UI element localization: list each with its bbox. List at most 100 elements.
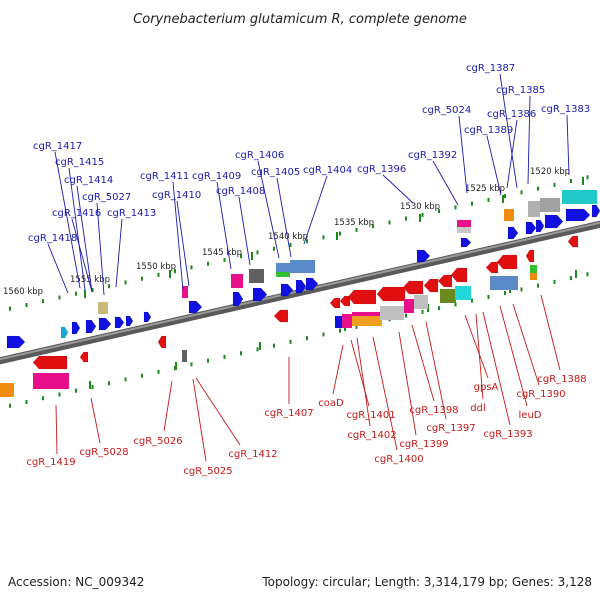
forward-gene-label[interactable]: cgR_1404 xyxy=(303,165,352,176)
reverse-gene-block[interactable] xyxy=(440,289,456,303)
forward-gene-arrow[interactable] xyxy=(6,335,26,349)
reverse-gene-arrow[interactable] xyxy=(273,309,289,323)
forward-gene-label[interactable]: cgR_1416 xyxy=(52,208,101,219)
reverse-gene-label[interactable]: cgR_1402 xyxy=(347,430,396,441)
forward-gene-arrow[interactable] xyxy=(125,315,134,327)
reverse-gene-label[interactable]: cgR_5025 xyxy=(183,466,232,477)
reverse-gene-block[interactable] xyxy=(404,299,414,313)
forward-gene-arrow[interactable] xyxy=(544,214,564,229)
forward-gene-arrow[interactable] xyxy=(416,249,431,263)
reverse-gene-block[interactable] xyxy=(352,316,382,326)
forward-gene-label[interactable]: cgR_1415 xyxy=(55,157,104,168)
reverse-gene-block[interactable] xyxy=(414,295,428,309)
reverse-gene-label[interactable]: cgR_1397 xyxy=(426,423,475,434)
forward-gene-label[interactable]: cgR_1392 xyxy=(408,150,457,161)
forward-gene-arrow[interactable] xyxy=(591,204,600,218)
forward-gene-block[interactable] xyxy=(98,302,108,314)
reverse-gene-block[interactable] xyxy=(33,373,69,389)
reverse-gene-label[interactable]: cgR_1388 xyxy=(537,374,586,385)
forward-gene-arrow[interactable] xyxy=(98,317,112,331)
reverse-gene-label[interactable]: cgR_1398 xyxy=(409,405,458,416)
reverse-gene-block[interactable] xyxy=(380,306,404,320)
reverse-gene-label[interactable]: cgR_1419 xyxy=(26,457,75,468)
reverse-gene-arrow[interactable] xyxy=(402,280,424,295)
reverse-gene-label[interactable]: cgR_1407 xyxy=(264,408,313,419)
reverse-gene-arrow[interactable] xyxy=(567,235,579,248)
forward-gene-arrow[interactable] xyxy=(71,321,81,335)
forward-gene-label[interactable]: cgR_5027 xyxy=(82,192,131,203)
reverse-gene-label[interactable]: ddl xyxy=(470,403,485,414)
forward-gene-block[interactable] xyxy=(562,190,597,204)
forward-gene-block[interactable] xyxy=(504,209,514,221)
forward-gene-block[interactable] xyxy=(249,269,264,283)
forward-gene-arrow[interactable] xyxy=(188,300,203,314)
forward-gene-label[interactable]: cgR_1414 xyxy=(64,175,113,186)
reverse-gene-label[interactable]: gpsA xyxy=(474,382,499,393)
forward-gene-label[interactable]: cgR_1389 xyxy=(464,125,513,136)
forward-gene-label[interactable]: cgR_1418 xyxy=(28,233,77,244)
reverse-gene-arrow[interactable] xyxy=(437,274,453,288)
forward-gene-label[interactable]: cgR_1408 xyxy=(216,186,265,197)
forward-gene-arrow[interactable] xyxy=(507,226,519,240)
forward-gene-arrow[interactable] xyxy=(295,279,307,294)
forward-gene-arrow[interactable] xyxy=(460,237,472,248)
reverse-gene-label[interactable]: cgR_1399 xyxy=(399,439,448,450)
forward-gene-arrow[interactable] xyxy=(114,316,125,329)
reverse-gene-label[interactable]: cgR_5028 xyxy=(79,447,128,458)
forward-gene-arrow[interactable] xyxy=(525,221,537,235)
reverse-gene-block[interactable] xyxy=(530,265,537,273)
forward-gene-block[interactable] xyxy=(457,227,471,233)
reverse-gene-arrow[interactable] xyxy=(450,267,468,283)
reverse-gene-label[interactable]: cgR_1401 xyxy=(346,410,395,421)
forward-gene-label[interactable]: cgR_1386 xyxy=(487,109,536,120)
reverse-gene-arrow[interactable] xyxy=(347,289,377,305)
forward-gene-arrow[interactable] xyxy=(232,291,244,307)
forward-gene-arrow[interactable] xyxy=(535,219,545,233)
forward-gene-label[interactable]: cgR_1387 xyxy=(466,63,515,74)
reverse-gene-arrow[interactable] xyxy=(32,355,68,370)
forward-gene-label[interactable]: cgR_1417 xyxy=(33,141,82,152)
forward-gene-block[interactable] xyxy=(540,198,560,212)
forward-gene-arrow[interactable] xyxy=(252,287,268,302)
reverse-gene-arrow[interactable] xyxy=(423,278,439,293)
reverse-gene-block[interactable] xyxy=(530,273,537,280)
reverse-gene-arrow[interactable] xyxy=(157,335,167,349)
reverse-gene-arrow[interactable] xyxy=(485,261,499,274)
forward-gene-label[interactable]: cgR_1396 xyxy=(357,164,406,175)
forward-gene-arrow[interactable] xyxy=(565,208,591,222)
forward-gene-block[interactable] xyxy=(290,260,315,273)
reverse-gene-label[interactable]: cgR_1393 xyxy=(483,429,532,440)
forward-gene-label[interactable]: cgR_1405 xyxy=(251,167,300,178)
reverse-gene-arrow[interactable] xyxy=(329,297,341,309)
reverse-gene-arrow[interactable] xyxy=(525,249,535,263)
reverse-gene-block[interactable] xyxy=(490,276,518,290)
forward-gene-block[interactable] xyxy=(276,263,290,272)
forward-gene-label[interactable]: cgR_1406 xyxy=(235,150,284,161)
reverse-gene-block[interactable] xyxy=(342,314,352,328)
reverse-gene-block[interactable] xyxy=(335,316,342,328)
forward-gene-arrow[interactable] xyxy=(60,326,69,339)
reverse-gene-label[interactable]: cgR_1412 xyxy=(228,449,277,460)
forward-gene-block[interactable] xyxy=(182,286,188,298)
forward-gene-label[interactable]: cgR_1383 xyxy=(541,104,590,115)
forward-gene-block[interactable] xyxy=(231,274,243,288)
forward-gene-block[interactable] xyxy=(457,220,471,227)
reverse-gene-label[interactable]: leuD xyxy=(519,410,542,421)
forward-gene-label[interactable]: cgR_1411 xyxy=(140,171,189,182)
forward-gene-arrow[interactable] xyxy=(85,319,97,334)
reverse-gene-arrow[interactable] xyxy=(79,351,89,363)
reverse-gene-arrow[interactable] xyxy=(376,286,406,302)
forward-gene-label[interactable]: cgR_1410 xyxy=(152,190,201,201)
forward-gene-arrow[interactable] xyxy=(280,283,294,297)
reverse-gene-label[interactable]: cgR_1390 xyxy=(516,389,565,400)
reverse-gene-block[interactable] xyxy=(182,350,187,362)
forward-gene-label[interactable]: cgR_5024 xyxy=(422,105,471,116)
reverse-gene-label[interactable]: coaD xyxy=(318,398,344,409)
reverse-gene-arrow[interactable] xyxy=(496,254,518,270)
forward-gene-arrow[interactable] xyxy=(305,277,319,291)
forward-gene-label[interactable]: cgR_1413 xyxy=(107,208,156,219)
reverse-gene-block[interactable] xyxy=(0,383,14,397)
forward-gene-block[interactable] xyxy=(528,201,540,217)
reverse-gene-label[interactable]: cgR_5026 xyxy=(133,436,182,447)
reverse-gene-block[interactable] xyxy=(455,286,471,300)
